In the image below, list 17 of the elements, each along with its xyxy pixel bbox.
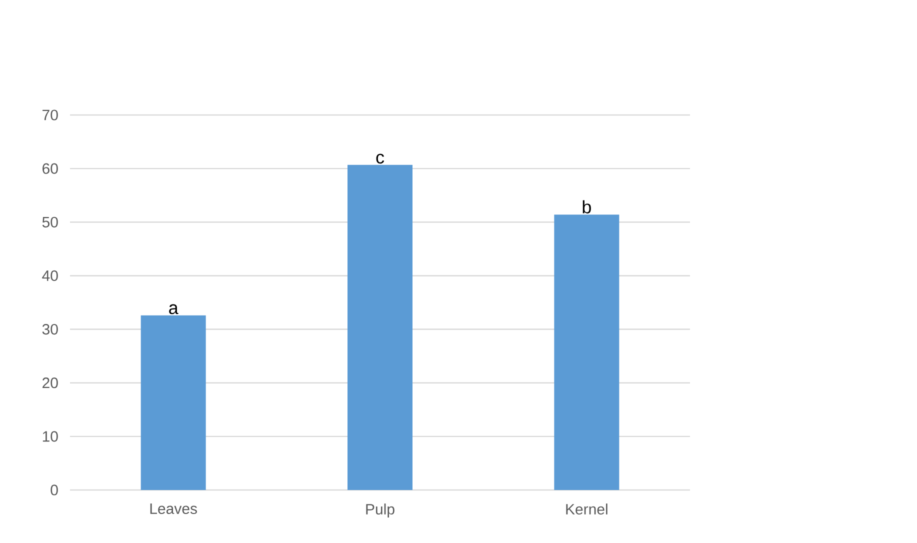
x-tick-label: Kernel <box>566 504 608 515</box>
annotation: c <box>376 154 384 164</box>
annotation: b <box>582 200 591 214</box>
y-tick-label: 10 <box>42 431 58 442</box>
annotation: a <box>169 304 178 314</box>
y-tick-label: 30 <box>42 324 58 335</box>
bar <box>140 315 206 490</box>
y-tick-label: 70 <box>42 110 58 120</box>
y-tick-label: 60 <box>42 163 58 174</box>
x-tick-label: Pulp <box>366 504 394 518</box>
y-tick-label: 0 <box>50 484 58 496</box>
y-tick-label: 50 <box>42 216 58 228</box>
y-tick-label: 20 <box>42 378 58 388</box>
x-tick-label: Leaves <box>150 504 197 514</box>
bar <box>554 214 620 490</box>
y-tick-label: 40 <box>42 270 58 282</box>
bar <box>348 164 413 490</box>
